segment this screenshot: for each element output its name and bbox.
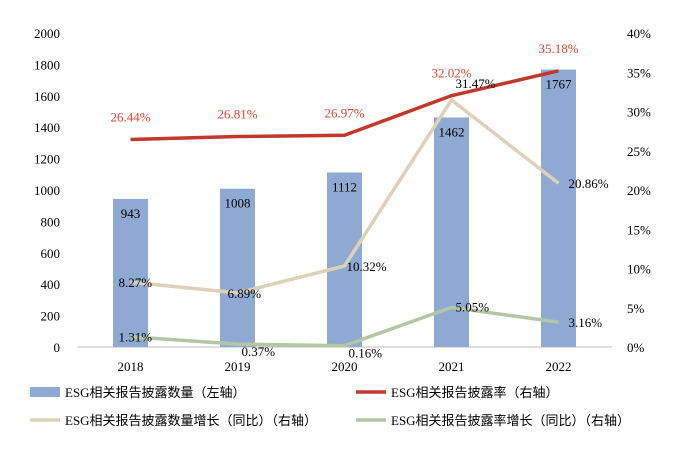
line-value-label: 32.02% xyxy=(431,66,471,81)
y-left-tick-label: 200 xyxy=(41,309,61,324)
y-left-tick-label: 1600 xyxy=(34,89,60,104)
y-right-tick-label: 35% xyxy=(627,65,651,80)
y-right-tick-label: 0% xyxy=(627,340,645,355)
x-tick-label: 2018 xyxy=(118,359,144,374)
line-series xyxy=(130,69,560,348)
y-right-tick-label: 30% xyxy=(627,105,651,120)
line-value-label: 26.44% xyxy=(110,109,150,124)
y-left-tick-label: 400 xyxy=(41,277,61,292)
line-value-label: 8.27% xyxy=(119,275,153,290)
y-left-tick-label: 1400 xyxy=(34,120,60,135)
line-value-label: 26.81% xyxy=(217,107,257,122)
y-right-tick-label: 40% xyxy=(627,26,651,41)
bar-value-label: 943 xyxy=(121,206,141,221)
y-left-tick-label: 800 xyxy=(41,214,61,229)
y-right-tick-label: 25% xyxy=(627,144,651,159)
legend-label: ESG相关报告披露率增长（同比）（右轴） xyxy=(391,413,630,428)
x-tick-label: 2022 xyxy=(546,359,572,374)
line-series-2 xyxy=(130,98,560,295)
bar-value-label: 1462 xyxy=(439,124,465,139)
y-right-tick-label: 10% xyxy=(627,262,651,277)
line-value-label: 20.86% xyxy=(569,176,609,191)
y-left-tick-label: 600 xyxy=(41,246,61,261)
legend-swatch-bar xyxy=(30,387,60,397)
y-left-tick-label: 1800 xyxy=(34,57,60,72)
y-right-tick-label: 15% xyxy=(627,222,651,237)
bar-value-label: 1112 xyxy=(332,179,357,194)
x-tick-label: 2019 xyxy=(225,359,251,374)
legend-label: ESG相关报告披露数量增长（同比）（右轴） xyxy=(65,413,317,428)
line-value-label: 6.89% xyxy=(228,286,262,301)
bar xyxy=(541,69,576,348)
line-series-3 xyxy=(130,305,559,348)
y-left-tick-label: 2000 xyxy=(34,26,60,41)
y-left-tick-label: 0 xyxy=(54,340,61,355)
y-right-tick-label: 5% xyxy=(627,301,645,316)
bar xyxy=(220,188,255,347)
x-tick-label: 2020 xyxy=(332,359,358,374)
legend-label: ESG相关报告披露数量（左轴） xyxy=(65,385,246,400)
legend: ESG相关报告披露数量（左轴） ESG相关报告披露率（右轴） ESG相关报告披露数量… xyxy=(30,385,630,428)
y-left-tick-label: 1000 xyxy=(34,183,60,198)
bar-value-label: 1767 xyxy=(546,77,573,92)
data-labels: 943 1008 1112 1462 1767 26.44% 26.81% 26.97% 32.… xyxy=(110,41,608,361)
axes: 0 200 400 600 800 1000 1200 1400 1600 1800 2000 0% 5… xyxy=(34,26,651,374)
y-left-tick-label: 1200 xyxy=(34,152,60,167)
line-value-label: 31.47% xyxy=(456,76,496,91)
line-value-label: 35.18% xyxy=(538,41,578,56)
line-value-label: 1.31% xyxy=(119,330,153,345)
line-value-label: 3.16% xyxy=(569,315,603,330)
line-value-label: 26.97% xyxy=(324,105,364,120)
line-value-label: 0.16% xyxy=(349,346,383,361)
x-tick-label: 2021 xyxy=(439,359,465,374)
line-value-label: 10.32% xyxy=(347,259,387,274)
line-series-1 xyxy=(130,69,559,142)
bar xyxy=(113,198,148,347)
line-value-label: 0.37% xyxy=(242,344,276,359)
y-right-tick-label: 20% xyxy=(627,183,651,198)
bar xyxy=(327,172,362,347)
line-value-label: 5.05% xyxy=(456,299,490,314)
bar-value-label: 1008 xyxy=(225,196,251,211)
legend-label: ESG相关报告披露率（右轴） xyxy=(391,385,559,400)
